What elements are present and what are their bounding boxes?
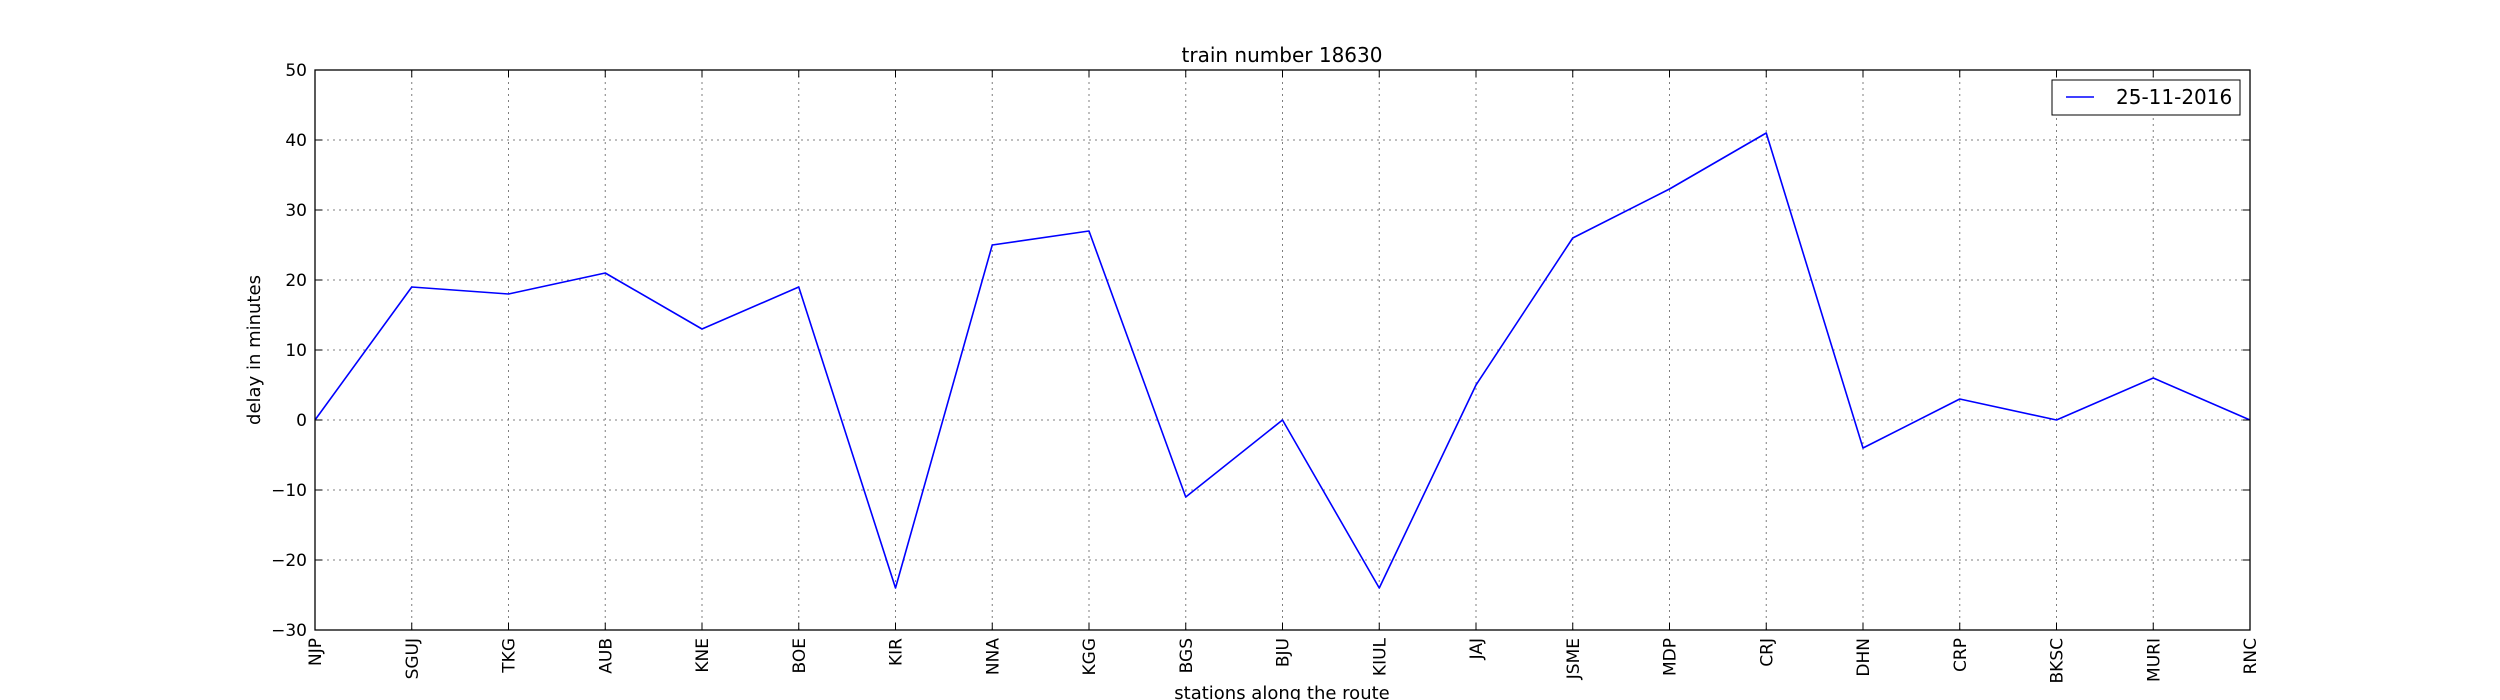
grid (315, 70, 2250, 630)
legend: 25-11-2016 (2051, 79, 2241, 116)
x-tick-label: CRJ (1757, 638, 1777, 667)
x-tick-label: JAJ (1467, 638, 1487, 660)
y-axis-title: delay in minutes (244, 275, 265, 425)
x-tick-label: BKSC (2048, 638, 2068, 683)
x-tick-label: MURI (2144, 638, 2164, 682)
x-tick-label: BOE (790, 638, 810, 674)
y-tick-label: 30 (285, 201, 307, 221)
x-tick-label: KIR (887, 638, 907, 666)
y-tick-label: 40 (285, 131, 307, 151)
y-tick-label: 50 (285, 61, 307, 81)
y-tick-label: −20 (271, 551, 307, 571)
x-axis-title: stations along the route (1174, 683, 1389, 700)
x-tick-label: BJU (1274, 638, 1294, 667)
x-tick-label: TKG (500, 638, 520, 674)
x-tick-label: MDP (1661, 638, 1681, 676)
y-tick-label: 20 (285, 271, 307, 291)
y-tick-label: 10 (285, 341, 307, 361)
x-tick-label: CRP (1951, 638, 1971, 672)
x-tick-label: KIUL (1370, 637, 1390, 676)
y-tick-label: −30 (271, 621, 307, 641)
y-tick-label: 0 (296, 411, 307, 431)
x-tick-label: BGS (1177, 638, 1197, 673)
series-line (314, 132, 2251, 589)
axis-ticks (314, 69, 2251, 631)
x-tick-label: KGG (1080, 638, 1100, 676)
series-layer (314, 132, 2251, 589)
x-tick-label: NNA (983, 638, 1003, 675)
x-tick-label: SGUJ (403, 638, 423, 679)
x-tick-label: NJP (306, 638, 326, 666)
x-tick-label: RNC (2241, 638, 2261, 674)
x-tick-label: AUB (596, 638, 616, 674)
x-tick-label: DHN (1854, 638, 1874, 677)
chart-title: train number 18630 (1182, 43, 1383, 67)
legend-label: 25-11-2016 (2116, 85, 2232, 109)
y-tick-label: −10 (271, 481, 307, 501)
x-tick-label: JSME (1564, 638, 1584, 680)
x-tick-label: KNE (693, 638, 713, 673)
